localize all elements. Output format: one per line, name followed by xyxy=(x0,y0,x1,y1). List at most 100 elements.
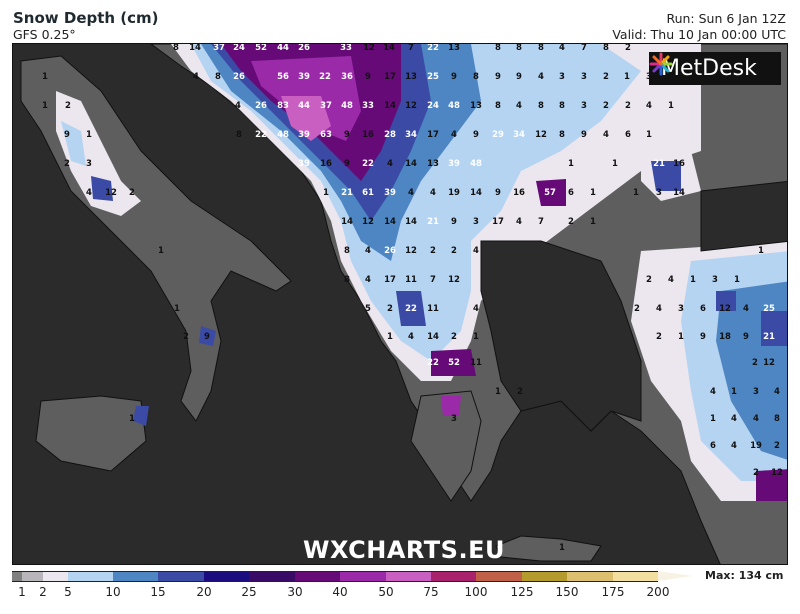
snow-depth-value: 1 xyxy=(129,414,135,424)
snow-depth-value: 7 xyxy=(430,275,436,285)
snow-depth-value: 2 xyxy=(753,468,759,478)
snow-depth-value: 25 xyxy=(427,72,439,82)
snow-depth-value: 11 xyxy=(470,358,482,368)
colorbar-tick-label: 2 xyxy=(39,585,47,599)
snow-depth-value: 14 xyxy=(427,332,439,342)
snow-depth-value: 3 xyxy=(712,275,718,285)
snow-depth-value: 34 xyxy=(405,130,417,140)
snow-depth-value: 4 xyxy=(365,246,371,256)
snow-depth-value: 9 xyxy=(495,188,501,198)
colorbar-tick-label: 1 xyxy=(18,585,26,599)
snow-depth-value: 3 xyxy=(451,414,457,424)
snow-depth-value: 48 xyxy=(277,130,289,140)
snow-depth-value: 2 xyxy=(451,246,457,256)
snow-depth-value: 24 xyxy=(233,43,245,53)
snow-depth-value: 8 xyxy=(236,130,242,140)
snow-depth-value: 8 xyxy=(344,246,350,256)
snow-depth-value: 36 xyxy=(341,72,353,82)
snow-depth-value: 4 xyxy=(473,246,479,256)
snow-depth-value: 3 xyxy=(559,72,565,82)
snow-depth-value: 4 xyxy=(193,72,199,82)
snow-depth-value: 33 xyxy=(340,43,352,53)
snow-depth-value: 16 xyxy=(320,159,332,169)
snow-depth-value: 7 xyxy=(581,43,587,53)
snow-depth-value: 8 xyxy=(516,43,522,53)
snow-depth-value: 4 xyxy=(235,101,241,111)
snow-depth-value: 39 xyxy=(448,159,460,169)
snow-depth-value: 22 xyxy=(427,358,439,368)
snow-depth-value: 4 xyxy=(451,130,457,140)
snow-depth-value: 4 xyxy=(86,188,92,198)
snow-depth-value: 48 xyxy=(470,159,482,169)
snow-depth-value: 8 xyxy=(559,101,565,111)
snow-depth-value: 8 xyxy=(344,275,350,285)
colorbar-tick-label: 75 xyxy=(423,585,439,599)
snow-depth-value: 22 xyxy=(405,304,417,314)
snow-depth-value: 12 xyxy=(362,217,374,227)
snow-depth-value: 9 xyxy=(365,72,371,82)
snow-depth-value: 22 xyxy=(362,159,374,169)
snow-depth-value: 22 xyxy=(255,130,267,140)
snow-depth-value: 26 xyxy=(233,72,245,82)
snow-depth-value: 1 xyxy=(758,246,764,256)
snow-depth-value: 1 xyxy=(734,275,740,285)
max-label: Max: 134 cm xyxy=(705,569,784,582)
colorbar-legend xyxy=(12,571,692,583)
snow-depth-value: 13 xyxy=(448,43,460,53)
snow-depth-value: 2 xyxy=(568,217,574,227)
snow-depth-value: 14 xyxy=(405,159,417,169)
snow-depth-value: 9 xyxy=(344,159,350,169)
snow-depth-value: 9 xyxy=(473,130,479,140)
snow-depth-value: 2 xyxy=(603,72,609,82)
colorbar-segment xyxy=(386,571,431,582)
snow-depth-value: 1 xyxy=(590,188,596,198)
snow-depth-value: 7 xyxy=(538,217,544,227)
snow-depth-value: 2 xyxy=(517,387,523,397)
snow-depth-value: 83 xyxy=(277,101,289,111)
snow-depth-value: 12 xyxy=(771,468,783,478)
snow-depth-value: 8 xyxy=(215,72,221,82)
snow-depth-value: 9 xyxy=(495,72,501,82)
snow-depth-value: 3 xyxy=(678,304,684,314)
snow-depth-value: 4 xyxy=(516,101,522,111)
map-layers xyxy=(20,44,787,564)
snow-depth-value: 7 xyxy=(408,43,414,53)
snow-depth-value: 12 xyxy=(719,304,731,314)
colorbar-tick-label: 200 xyxy=(646,585,670,599)
snow-depth-value: 1 xyxy=(86,130,92,140)
snow-depth-value: 61 xyxy=(362,188,374,198)
snow-depth-value: 8 xyxy=(559,130,565,140)
snow-depth-value: 1 xyxy=(668,101,674,111)
run-label: Run: Sun 6 Jan 12Z xyxy=(666,11,786,26)
snow-depth-value: 6 xyxy=(625,130,631,140)
snow-depth-value: 4 xyxy=(710,387,716,397)
snow-depth-value: 21 xyxy=(653,159,665,169)
snow-depth-value: 1 xyxy=(174,304,180,314)
snow-depth-value: 4 xyxy=(753,414,759,424)
snow-depth-value: 1 xyxy=(42,72,48,82)
snow-depth-value: 4 xyxy=(668,275,674,285)
colorbar-tick-label: 30 xyxy=(287,585,303,599)
snow-depth-value: 14 xyxy=(341,217,353,227)
snow-depth-value: 4 xyxy=(743,304,749,314)
snow-depth-value: 1 xyxy=(158,246,164,256)
snow-depth-value: 4 xyxy=(408,188,414,198)
colorbar-tick-label: 15 xyxy=(150,585,166,599)
snow-depth-value: 1 xyxy=(731,387,737,397)
snow-depth-value: 3 xyxy=(656,188,662,198)
snow-depth-value: 2 xyxy=(656,332,662,342)
snow-depth-value: 13 xyxy=(405,72,417,82)
snow-depth-value: 19 xyxy=(750,441,762,451)
snow-depth-value: 57 xyxy=(544,188,556,198)
snow-depth-value: 1 xyxy=(590,217,596,227)
snow-depth-value: 9 xyxy=(451,217,457,227)
colorbar-segment xyxy=(295,571,340,582)
snow-depth-value: 2 xyxy=(774,441,780,451)
colorbar-tick-label: 125 xyxy=(510,585,534,599)
snow-depth-value: 9 xyxy=(743,332,749,342)
snow-depth-value: 29 xyxy=(492,130,504,140)
snow-depth-value: 16 xyxy=(673,159,685,169)
snow-depth-value: 4 xyxy=(646,101,652,111)
snow-depth-value: 6 xyxy=(710,441,716,451)
snow-depth-value: 8 xyxy=(538,43,544,53)
